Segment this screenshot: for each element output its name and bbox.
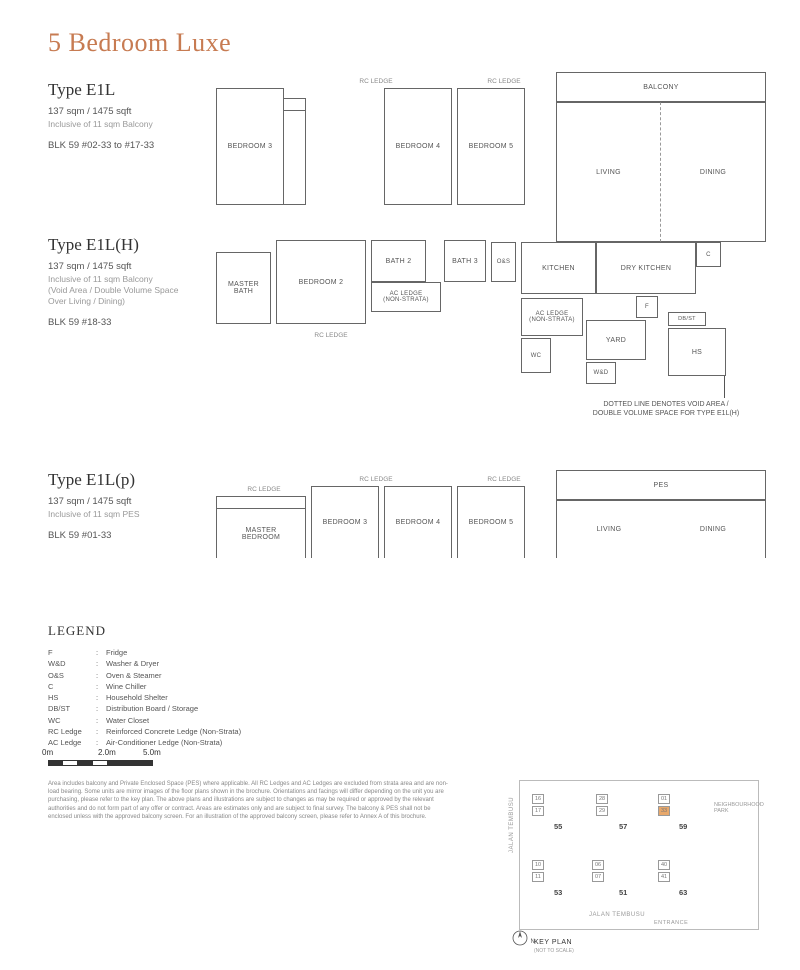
- type-size: 137 sqm / 1475 sqft: [48, 106, 200, 117]
- kp-blk-59: 59: [679, 822, 687, 831]
- balcony: BALCONY: [556, 72, 766, 102]
- scale-label-0: 0m: [42, 748, 53, 757]
- rc-ledge: [216, 496, 306, 508]
- legend-title: LEGEND: [48, 623, 764, 639]
- bedroom-5: BEDROOM 5: [457, 88, 525, 205]
- kp-road-bottom: JALAN TEMBUSU: [589, 912, 645, 918]
- type-note: Inclusive of 11 sqm PES: [48, 509, 200, 520]
- household-shelter: HS: [668, 328, 726, 376]
- compass-icon: N: [512, 930, 535, 948]
- type-e1lp: Type E1L(p) 137 sqm / 1475 sqft Inclusiv…: [48, 470, 200, 541]
- wc: WC: [521, 338, 551, 373]
- type-e1l: Type E1L 137 sqm / 1475 sqft Inclusive o…: [48, 80, 200, 151]
- master-bath: MASTER BATH: [216, 252, 271, 324]
- void-note: DOTTED LINE DENOTES VOID AREA / DOUBLE V…: [566, 400, 766, 418]
- oven-steamer: O&S: [491, 242, 516, 282]
- pes: PES: [556, 470, 766, 500]
- living: LIVING: [556, 102, 661, 242]
- partial-floorplan: RC LEDGE RC LEDGE RC LEDGE MASTER BEDROO…: [216, 470, 776, 565]
- bedroom-2: BEDROOM 2: [276, 240, 366, 324]
- kp-blk-57: 57: [619, 822, 627, 831]
- kp-blk-53: 53: [554, 888, 562, 897]
- kitchen: KITCHEN: [521, 242, 596, 294]
- bedroom-5: BEDROOM 5: [457, 486, 525, 558]
- bath-2: BATH 2: [371, 240, 426, 282]
- type-name: Type E1L: [48, 80, 200, 100]
- bedroom-3: BEDROOM 3: [311, 486, 379, 558]
- legend-table: F:FridgeW&D:Washer & DryerO&S:Oven & Ste…: [48, 647, 764, 748]
- rc-ledge-label: RC LEDGE: [234, 486, 294, 493]
- type-note: Inclusive of 11 sqm Balcony: [48, 119, 200, 130]
- rc-ledge-label: RC LEDGE: [474, 78, 534, 85]
- bedroom-4: BEDROOM 4: [384, 486, 452, 558]
- type-e1lh: Type E1L(H) 137 sqm / 1475 sqft Inclusiv…: [48, 235, 200, 328]
- scale-bar: 0m 2.0m 5.0m: [48, 760, 764, 766]
- living: LIVING: [556, 500, 661, 558]
- type-blk: BLK 59 #02-33 to #17-33: [48, 140, 200, 151]
- void-pointer-line: [724, 376, 725, 398]
- master-bedroom: MASTER BEDROOM: [216, 508, 306, 558]
- rc-ledge-label: RC LEDGE: [346, 78, 406, 85]
- keyplan-sub: (NOT TO SCALE): [534, 948, 574, 954]
- kp-blk-51: 51: [619, 888, 627, 897]
- bedroom-3: BEDROOM 3: [216, 88, 284, 205]
- ac-ledge: AC LEDGE (NON-STRATA): [371, 282, 441, 312]
- kp-park-label: NEIGHBOURHOOD PARK: [714, 802, 764, 814]
- key-plan: 55 57 59 21221516 20191817 25262728 2423…: [514, 780, 764, 940]
- dry-kitchen: DRY KITCHEN: [596, 242, 696, 294]
- rc-ledge-label: RC LEDGE: [346, 476, 406, 483]
- ac-ledge-2: AC LEDGE (NON-STRATA): [521, 298, 583, 336]
- scale-label-2: 5.0m: [143, 748, 161, 757]
- scale-label-1: 2.0m: [98, 748, 116, 757]
- dining: DINING: [661, 500, 766, 558]
- kp-blk-55: 55: [554, 822, 562, 831]
- kp-entrance: ENTRANCE: [654, 920, 688, 926]
- type-name: Type E1L(p): [48, 470, 200, 490]
- type-blk: BLK 59 #18-33: [48, 317, 200, 328]
- page-title: 5 Bedroom Luxe: [48, 28, 764, 58]
- disclaimer-text: Area includes balcony and Private Enclos…: [48, 780, 448, 820]
- rc-ledge-label: RC LEDGE: [301, 332, 361, 339]
- kp-blk-63: 63: [679, 888, 687, 897]
- washer-dryer: W&D: [586, 362, 616, 384]
- rc-ledge-label: RC LEDGE: [474, 476, 534, 483]
- dining: DINING: [661, 102, 766, 242]
- type-size: 137 sqm / 1475 sqft: [48, 496, 200, 507]
- db-st: DB/ST: [668, 312, 706, 326]
- keyplan-label: KEY PLAN: [534, 939, 572, 946]
- fridge: F: [636, 296, 658, 318]
- kp-highlighted-unit: 33: [658, 806, 670, 816]
- type-info-column: Type E1L 137 sqm / 1475 sqft Inclusive o…: [48, 80, 200, 450]
- kp-road-left: JALAN TEMBUSU: [509, 797, 515, 853]
- yard: YARD: [586, 320, 646, 360]
- wine-chiller: C: [696, 242, 721, 267]
- type-name: Type E1L(H): [48, 235, 200, 255]
- main-floorplan: RC LEDGE RC LEDGE RC LEDGE MASTER BEDROO…: [216, 80, 776, 450]
- type-size: 137 sqm / 1475 sqft: [48, 261, 200, 272]
- bath-3: BATH 3: [444, 240, 486, 282]
- bedroom-4: BEDROOM 4: [384, 88, 452, 205]
- type-note: Inclusive of 11 sqm Balcony (Void Area /…: [48, 274, 200, 307]
- type-blk: BLK 59 #01-33: [48, 530, 200, 541]
